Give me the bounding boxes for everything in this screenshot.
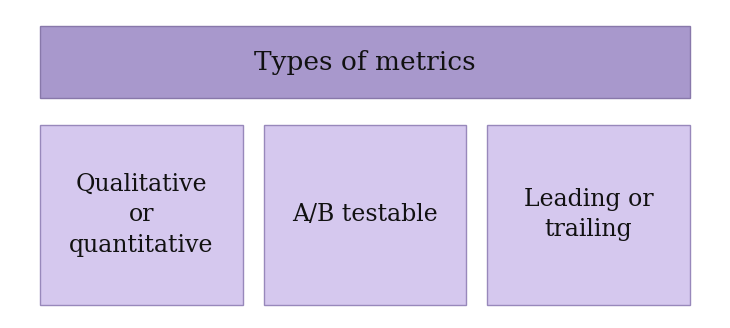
Text: Qualitative
or
quantitative: Qualitative or quantitative	[69, 173, 214, 256]
FancyBboxPatch shape	[264, 125, 466, 305]
FancyBboxPatch shape	[40, 125, 243, 305]
Text: Leading or
trailing: Leading or trailing	[523, 188, 653, 241]
Text: Types of metrics: Types of metrics	[254, 50, 476, 75]
FancyBboxPatch shape	[487, 125, 690, 305]
FancyBboxPatch shape	[40, 26, 690, 98]
Text: A/B testable: A/B testable	[292, 203, 438, 226]
